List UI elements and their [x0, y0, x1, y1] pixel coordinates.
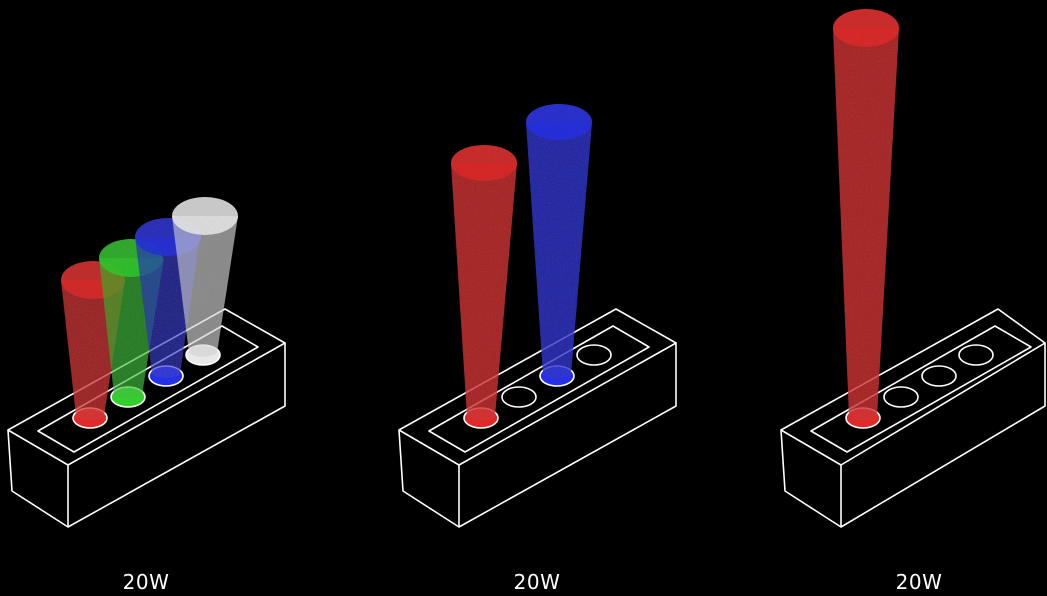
- fixture-2-body: [398, 308, 677, 528]
- fixture-2-beams: [451, 104, 592, 420]
- fixture-1-beams: [61, 197, 238, 420]
- beam-red: [833, 9, 899, 420]
- fixture-3: [780, 9, 1046, 528]
- fixture-1: [7, 197, 286, 528]
- fixture-3-power-label: 20W: [895, 570, 943, 594]
- fixture-2-power-label: 20W: [513, 570, 561, 594]
- beam-red: [451, 145, 517, 420]
- led-empty: [958, 344, 994, 366]
- led-empty: [883, 386, 919, 408]
- fixture-3-body: [780, 308, 1046, 528]
- fixture-3-beams: [833, 9, 899, 420]
- beam-blue: [526, 104, 592, 378]
- fixture-2: [398, 104, 677, 528]
- fixture-1-power-label: 20W: [122, 570, 170, 594]
- led-empty: [921, 365, 957, 387]
- led-empty: [501, 386, 537, 408]
- beam-white: [172, 197, 238, 357]
- led-empty: [576, 344, 612, 366]
